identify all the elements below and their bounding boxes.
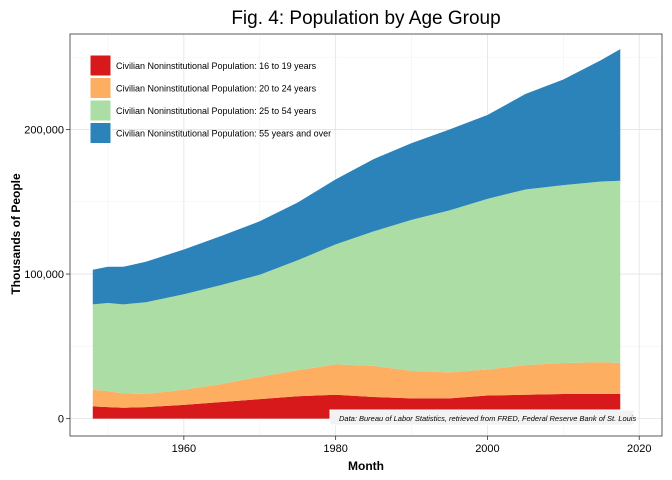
y-tick-label: 200,000 — [24, 124, 64, 136]
source-note-box: Data: Bureau of Labor Statistics, retrie… — [329, 409, 636, 426]
source-note: Data: Bureau of Labor Statistics, retrie… — [339, 414, 636, 423]
legend-label: Civilian Noninstitutional Population: 16… — [116, 61, 317, 71]
area-series-4 — [92, 49, 621, 305]
legend-swatch — [89, 99, 112, 122]
x-tick-label: 1980 — [323, 443, 347, 455]
legend-swatch — [89, 122, 112, 144]
area-series-3 — [92, 180, 621, 395]
x-tick-label: 1960 — [172, 443, 196, 455]
chart-title: Fig. 4: Population by Age Group — [231, 8, 500, 29]
x-tick-label: 2020 — [627, 443, 651, 455]
source-note-background — [329, 409, 635, 426]
y-axis-label: Thousands of People — [9, 173, 23, 295]
legend-swatch — [89, 54, 112, 77]
y-tick-label: 100,000 — [24, 269, 64, 281]
plot-panel-border — [69, 33, 663, 437]
y-tick-label: 0 — [58, 414, 64, 426]
legend-label: Civilian Noninstitutional Population: 25… — [116, 106, 317, 116]
area-series-2 — [92, 362, 621, 408]
legend-label: Civilian Noninstitutional Population: 20… — [116, 84, 317, 94]
x-tick-label: 2000 — [475, 443, 499, 455]
legend: Civilian Noninstitutional Population: 16… — [89, 54, 331, 144]
x-axis-label: Month — [348, 459, 384, 473]
legend-label: Civilian Noninstitutional Population: 55… — [116, 129, 331, 139]
axes: 1960 1980 2000 2020 0 100,000 200,000 — [24, 124, 651, 455]
legend-swatch — [89, 77, 112, 99]
